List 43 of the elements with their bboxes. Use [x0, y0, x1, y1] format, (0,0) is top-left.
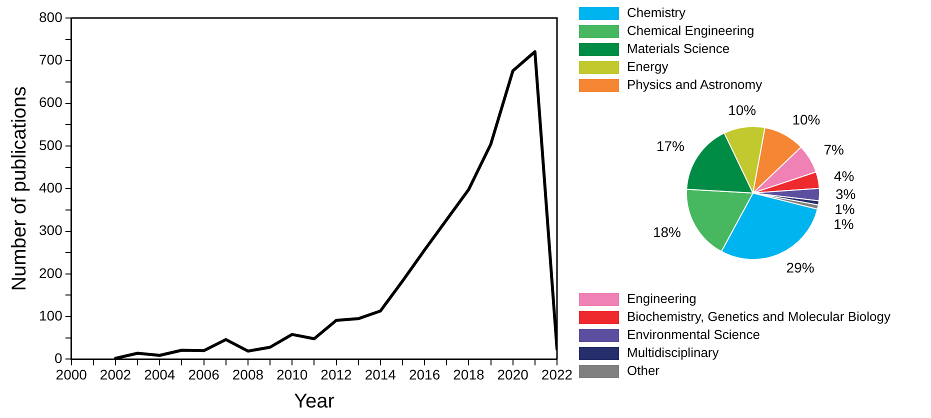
legend-label: Materials Science: [627, 40, 730, 58]
legend-label: Other: [627, 362, 660, 380]
x-tick-label: 2004: [144, 366, 176, 382]
x-tick-label: 2006: [188, 366, 220, 382]
legend-label: Chemical Engineering: [627, 22, 754, 40]
y-tick-label: 700: [39, 52, 63, 68]
y-tick-label: 200: [39, 264, 63, 281]
legend-label: Environmental Science: [627, 326, 760, 344]
legend-label: Physics and Astronomy: [627, 76, 762, 94]
x-tick-label: 2010: [276, 366, 308, 382]
data-label: 1%: [834, 200, 855, 217]
data-label: 10%: [792, 111, 820, 128]
y-tick-label: 800: [39, 8, 63, 25]
y-tick-label: 500: [39, 136, 63, 153]
x-axis-title: Year: [294, 390, 335, 413]
legend-label: Energy: [627, 58, 668, 76]
data-label: 3%: [835, 186, 856, 202]
data-label: 7%: [824, 141, 844, 158]
y-tick-label: 100: [39, 307, 63, 324]
y-tick-label: 600: [39, 94, 63, 110]
y-tick-label: 300: [39, 222, 63, 238]
data-label: 29%: [786, 259, 814, 276]
x-tick-label: 2012: [320, 366, 352, 382]
y-axis-title: Number of publications: [8, 86, 31, 291]
y-tick-label: 0: [54, 350, 63, 366]
data-label: 4%: [834, 168, 854, 184]
x-tick-label: 2016: [408, 366, 440, 382]
x-tick-label: 2002: [100, 366, 132, 382]
y-tick-label: 400: [39, 179, 63, 196]
data-label: 18%: [652, 224, 681, 240]
data-label: 17%: [656, 138, 684, 154]
x-tick-label: 2018: [453, 366, 484, 382]
x-tick-label: 2008: [232, 366, 264, 382]
x-tick-label: 2014: [364, 366, 396, 382]
legend-label: Engineering: [627, 290, 696, 308]
data-label: 10%: [728, 102, 756, 118]
x-tick-label: 2000: [56, 366, 88, 382]
x-tick-label: 2022: [541, 366, 573, 382]
legend-label: Biochemistry, Genetics and Molecular Biology: [627, 308, 890, 326]
legend-label: Chemistry: [627, 4, 686, 22]
legend-label: Multidisciplinary: [627, 344, 719, 362]
x-tick-label: 2020: [497, 366, 529, 382]
data-label: 1%: [834, 216, 854, 232]
